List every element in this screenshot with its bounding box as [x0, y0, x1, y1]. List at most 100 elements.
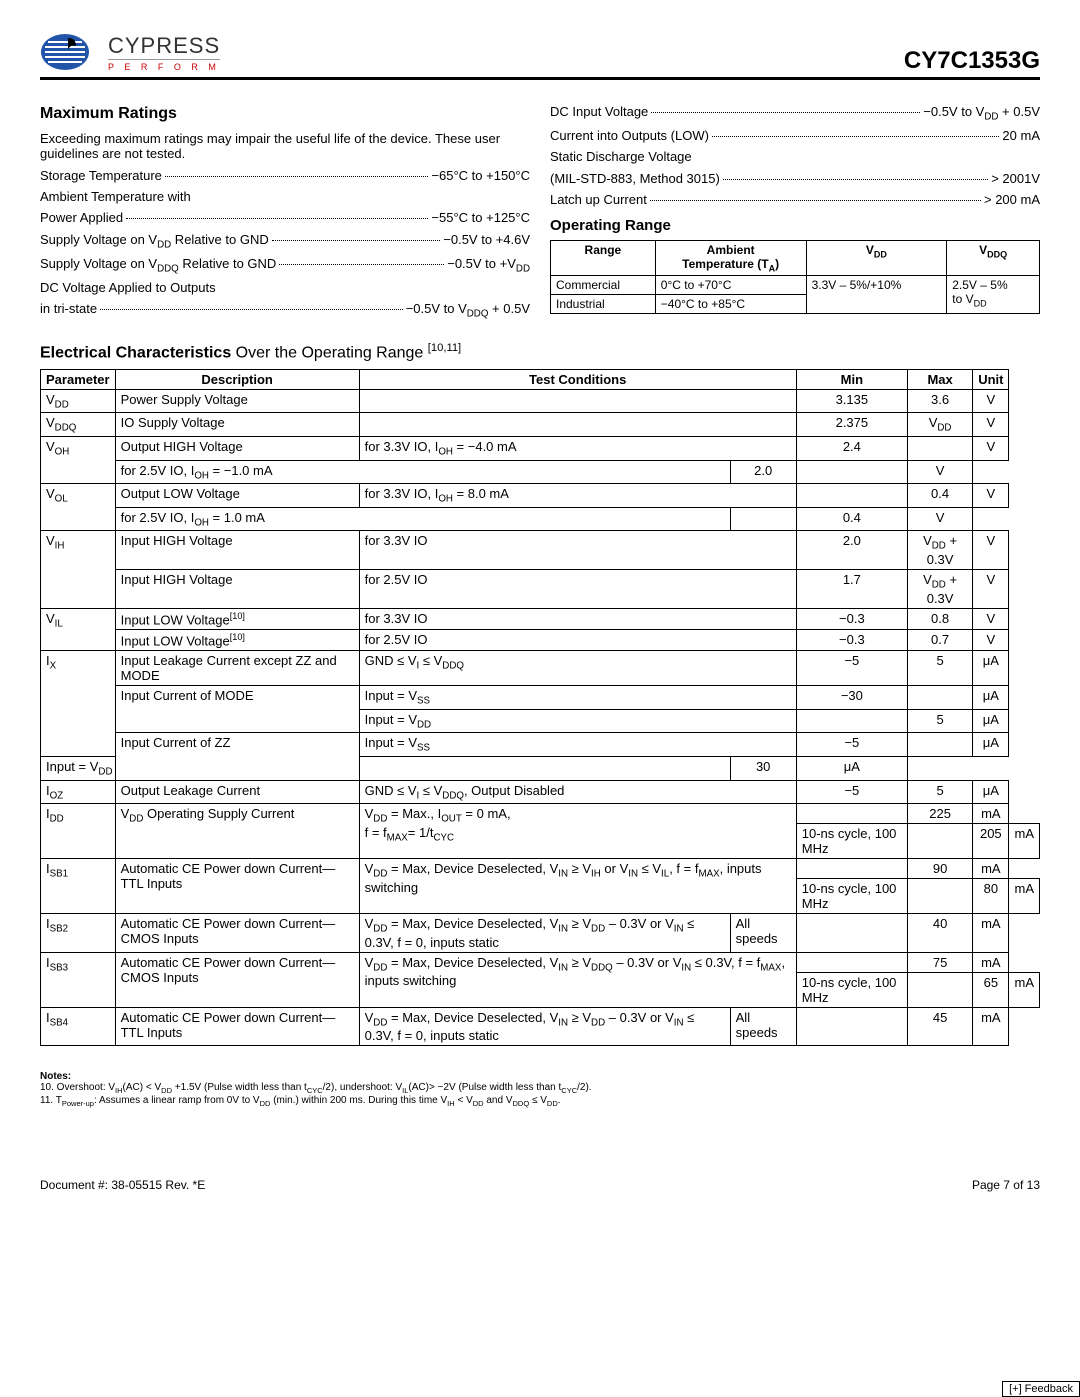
col-header: Max [908, 369, 973, 389]
cell: ISB4 [41, 1007, 116, 1046]
cell: Output HIGH Voltage [115, 436, 359, 460]
cell: for 3.3V IO, IOH = −4.0 mA [359, 436, 796, 460]
cell: mA [973, 1007, 1009, 1046]
cell: μA [796, 756, 907, 780]
cell: IDD [41, 804, 116, 859]
cypress-logo-icon [40, 30, 100, 75]
footer: Document #: 38-05515 Rev. *E Page 7 of 1… [40, 1178, 1040, 1192]
part-number: CY7C1353G [904, 47, 1040, 75]
operating-range-title: Operating Range [550, 217, 1040, 234]
cell [908, 972, 973, 1007]
cell: ISB3 [41, 952, 116, 1007]
ratings-left: Storage Temperature−65°C to +150°CAmbien… [40, 167, 530, 321]
cell: VDD = Max., IOUT = 0 mA,f = fMAX= 1/tCYC [359, 804, 796, 859]
cell [796, 1007, 907, 1046]
cell: 80 [973, 879, 1009, 914]
rating-label: in tri-state [40, 300, 97, 318]
top-columns: Maximum Ratings Exceeding maximum rating… [40, 95, 1040, 324]
cell: IO Supply Voltage [115, 413, 359, 437]
cell: 2.4 [796, 436, 907, 460]
cell: mA [1009, 824, 1040, 859]
cell: mA [1009, 879, 1040, 914]
cell: 205 [973, 824, 1009, 859]
cell [908, 686, 973, 710]
col-header: AmbientTemperature (TA) [655, 240, 806, 275]
cell: 40 [908, 914, 973, 953]
page-number: Page 7 of 13 [972, 1178, 1040, 1192]
cell: VIH [41, 531, 116, 608]
cell: −30 [796, 686, 907, 710]
rating-value: −0.5V to +4.6V [443, 231, 530, 249]
col-header: Description [115, 369, 359, 389]
rating-label: Static Discharge Voltage [550, 148, 692, 166]
cell: for 2.5V IO, IOH = 1.0 mA [115, 507, 730, 531]
cell: 2.0 [796, 531, 907, 570]
note-item: 10. Overshoot: VIH(AC) < VDD +1.5V (Puls… [40, 1082, 1040, 1095]
cell: VDDQ [41, 413, 116, 437]
cell: ISB1 [41, 859, 116, 914]
cell: μA [973, 651, 1009, 686]
cell: 2.5V – 5%to VDD [947, 276, 1040, 314]
rating-label: Supply Voltage on VDDQ Relative to GND [40, 255, 276, 276]
cell: 2.0 [730, 460, 796, 484]
cell: V [973, 608, 1009, 629]
cell: VDD + 0.3V [908, 569, 973, 608]
ratings-right: DC Input Voltage−0.5V to VDD + 0.5VCurre… [550, 103, 1040, 209]
cell: for 2.5V IO, IOH = −1.0 mA [115, 460, 730, 484]
cell: −5 [796, 780, 907, 804]
cell: Output LOW Voltage [115, 484, 359, 508]
cell: Output Leakage Current [115, 780, 359, 804]
cell [796, 914, 907, 953]
cell: All speeds [730, 1007, 796, 1046]
cell: VDD = Max, Device Deselected, VIN ≥ VDD … [359, 1007, 730, 1046]
note-item: 11. TPower-up: Assumes a linear ramp fro… [40, 1095, 1040, 1108]
cell: −0.3 [796, 629, 907, 650]
cell: Commercial [551, 276, 656, 295]
cell: μA [973, 686, 1009, 710]
cell: Input Leakage Current except ZZ and MODE [115, 651, 359, 686]
cell: for 2.5V IO [359, 629, 796, 650]
cell: Input LOW Voltage[10] [115, 608, 359, 629]
cell: μA [973, 709, 1009, 733]
cell: GND ≤ VI ≤ VDDQ [359, 651, 796, 686]
rating-value: −55°C to +125°C [431, 209, 530, 227]
cell: 0°C to +70°C [655, 276, 806, 295]
cell: 3.3V – 5%/+10% [806, 276, 947, 314]
logo: CYPRESS P E R F O R M [40, 30, 220, 75]
cell: Automatic CE Power down Current—TTL Inpu… [115, 1007, 359, 1046]
col-header: Unit [973, 369, 1009, 389]
cell: 5 [908, 709, 973, 733]
cell: for 3.3V IO, IOH = 8.0 mA [359, 484, 796, 508]
page-header: CYPRESS P E R F O R M CY7C1353G [40, 30, 1040, 80]
notes: Notes: 10. Overshoot: VIH(AC) < VDD +1.5… [40, 1071, 1040, 1108]
cell: VDD + 0.3V [908, 531, 973, 570]
cell [730, 507, 796, 531]
col-header: Test Conditions [359, 369, 796, 389]
cell: Input = VDD [359, 709, 796, 733]
cell: VOH [41, 436, 116, 483]
rating-label: Latch up Current [550, 191, 647, 209]
cell: VIL [41, 608, 116, 651]
cell: V [973, 629, 1009, 650]
cell: 45 [908, 1007, 973, 1046]
cell: Power Supply Voltage [115, 389, 359, 413]
cell: −5 [796, 733, 907, 757]
cell: V [973, 484, 1009, 508]
cell: Input HIGH Voltage [115, 569, 359, 608]
rating-value: −0.5V to +VDD [447, 255, 530, 276]
col-header: Range [551, 240, 656, 275]
cell [796, 484, 907, 508]
rating-label: Supply Voltage on VDD Relative to GND [40, 231, 269, 252]
max-ratings-intro: Exceeding maximum ratings may impair the… [40, 131, 530, 161]
cell: 5 [908, 780, 973, 804]
rating-label: DC Input Voltage [550, 103, 648, 121]
cell: IX [41, 651, 116, 757]
cell [796, 460, 907, 484]
feedback-button[interactable]: [+] Feedback [1002, 1381, 1080, 1397]
rating-label: DC Voltage Applied to Outputs [40, 279, 216, 297]
rating-value: −65°C to +150°C [431, 167, 530, 185]
cell: V [973, 531, 1009, 570]
cell: V [973, 436, 1009, 460]
cell: Automatic CE Power down Current—CMOS Inp… [115, 914, 359, 953]
cell: VDD = Max, Device Deselected, VIN ≥ VIH … [359, 859, 796, 914]
